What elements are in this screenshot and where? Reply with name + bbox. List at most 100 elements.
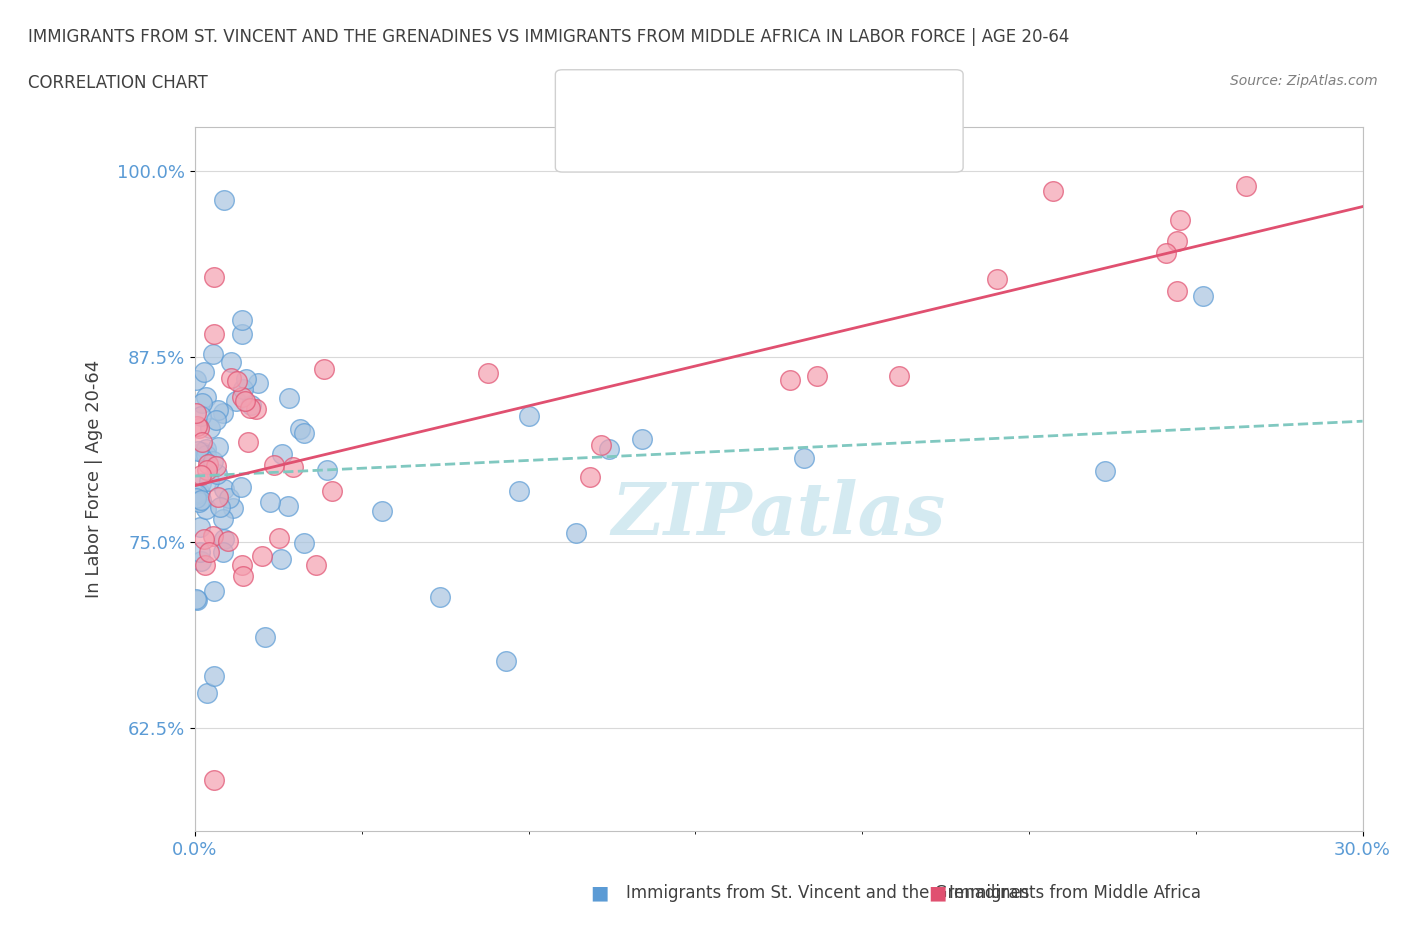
Point: [202, 327, 225, 342]
Point: [1234, 179, 1257, 193]
Point: [231, 389, 253, 404]
Point: [207, 466, 229, 481]
Point: [186, 592, 208, 607]
Point: [889, 368, 911, 383]
Point: [806, 368, 828, 383]
Point: [190, 475, 212, 490]
Point: [191, 395, 214, 410]
Point: [208, 500, 231, 515]
Point: [288, 421, 311, 436]
Point: [218, 491, 240, 506]
Point: [194, 501, 217, 516]
Point: [321, 484, 343, 498]
Point: [219, 371, 242, 386]
Point: [250, 549, 273, 564]
Point: [201, 528, 224, 543]
Point: [245, 402, 267, 417]
Point: [188, 495, 211, 510]
Point: [195, 685, 218, 700]
Point: [190, 408, 212, 423]
Point: [212, 482, 235, 497]
Point: [207, 440, 229, 455]
Point: [201, 346, 224, 361]
Point: [190, 468, 212, 483]
Point: [986, 272, 1008, 286]
Point: [305, 557, 328, 572]
Point: [212, 512, 235, 526]
Point: [231, 327, 253, 342]
Point: [233, 393, 256, 408]
Text: ZIPatlas: ZIPatlas: [612, 479, 946, 550]
Point: [517, 408, 540, 423]
Point: [202, 584, 225, 599]
Point: [598, 442, 620, 457]
Point: [191, 445, 214, 459]
Point: [232, 381, 254, 396]
Point: [231, 480, 253, 495]
Point: [1168, 213, 1191, 228]
Y-axis label: In Labor Force | Age 20-64: In Labor Force | Age 20-64: [86, 360, 103, 598]
Point: [186, 418, 208, 433]
Text: R = 0.159    N = 71: R = 0.159 N = 71: [598, 88, 773, 107]
Point: [188, 486, 211, 501]
Point: [198, 473, 221, 488]
Point: [205, 458, 228, 473]
Point: [188, 544, 211, 559]
Point: [193, 558, 215, 573]
Point: [207, 489, 229, 504]
Point: [195, 447, 218, 462]
Point: [195, 390, 218, 405]
Point: [202, 270, 225, 285]
Point: [195, 463, 218, 478]
Text: R = 0.415    N = 46: R = 0.415 N = 46: [598, 130, 773, 149]
Text: ■: ■: [576, 87, 598, 108]
Point: [184, 490, 207, 505]
Point: [1166, 233, 1188, 248]
Point: [194, 441, 217, 456]
Point: [1166, 284, 1188, 299]
Point: [277, 391, 299, 405]
Point: [188, 520, 211, 535]
Text: CORRELATION CHART: CORRELATION CHART: [28, 74, 208, 92]
Text: IMMIGRANTS FROM ST. VINCENT AND THE GRENADINES VS IMMIGRANTS FROM MIDDLE AFRICA : IMMIGRANTS FROM ST. VINCENT AND THE GREN…: [28, 28, 1070, 46]
Point: [191, 434, 214, 449]
Point: [254, 630, 277, 644]
Point: [477, 365, 499, 380]
Text: ■: ■: [576, 129, 598, 150]
Point: [202, 669, 225, 684]
Text: Source: ZipAtlas.com: Source: ZipAtlas.com: [1230, 74, 1378, 88]
Point: [281, 460, 304, 475]
Point: [1154, 246, 1177, 261]
Point: [276, 498, 298, 513]
Point: [239, 398, 262, 413]
Point: [184, 405, 207, 420]
Point: [371, 504, 394, 519]
Point: [198, 421, 221, 436]
Point: [212, 405, 235, 420]
Point: [225, 393, 247, 408]
Point: [631, 432, 654, 446]
Text: Immigrants from Middle Africa: Immigrants from Middle Africa: [949, 884, 1201, 902]
Point: [188, 420, 211, 435]
Point: [1191, 289, 1213, 304]
Point: [212, 544, 235, 559]
Point: [292, 425, 315, 440]
Point: [315, 462, 337, 477]
Point: [564, 525, 586, 540]
Point: [239, 400, 262, 415]
Point: [217, 534, 239, 549]
Point: [779, 373, 801, 388]
Point: [1094, 464, 1116, 479]
Point: [259, 495, 281, 510]
Point: [495, 654, 517, 669]
Point: [201, 454, 224, 469]
Point: [222, 500, 245, 515]
Point: [231, 312, 253, 327]
Point: [1042, 183, 1064, 198]
Point: [198, 545, 221, 560]
Point: [508, 484, 530, 498]
Point: [205, 413, 228, 428]
Text: Immigrants from St. Vincent and the Grenadines: Immigrants from St. Vincent and the Gren…: [626, 884, 1029, 902]
Point: [579, 470, 602, 485]
Point: [212, 532, 235, 547]
